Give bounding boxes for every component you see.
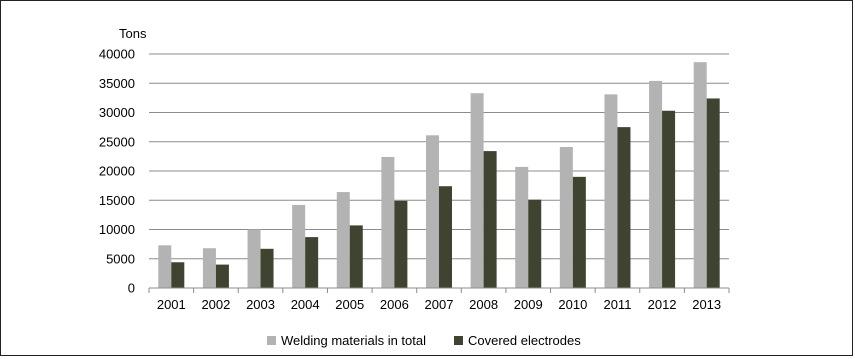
bar-covered-electrodes-2006: [394, 200, 408, 288]
x-tick-label: 2009: [514, 297, 543, 312]
x-tick-label: 2002: [201, 297, 230, 312]
bar-covered-electrodes-2008: [483, 151, 497, 288]
x-tick-label: 2007: [425, 297, 454, 312]
bar-covered-electrodes-2010: [572, 176, 586, 288]
bar-covered-electrodes-2004: [305, 237, 319, 288]
bar-welding-total-2004: [292, 204, 306, 288]
bar-covered-electrodes-2013: [706, 98, 720, 289]
legend: Welding materials in total Covered electr…: [267, 333, 581, 348]
y-tick-label: 25000: [99, 134, 135, 149]
y-axis-title: Tons: [119, 26, 147, 41]
y-axis-ticks: 0 5000 10000 15000 20000 25000 30000 35000 40000: [99, 47, 135, 296]
bar-covered-electrodes-2001: [171, 262, 185, 288]
x-tick-label: 2008: [469, 297, 498, 312]
bar-covered-electrodes-2011: [617, 127, 631, 288]
bar-welding-total-2006: [381, 156, 395, 288]
bar-welding-total-2011: [604, 94, 618, 289]
y-tick-label: 40000: [99, 47, 135, 62]
y-tick-label: 5000: [106, 251, 135, 266]
bars: [158, 62, 720, 289]
bar-covered-electrodes-2005: [349, 225, 363, 288]
bar-covered-electrodes-2009: [528, 199, 542, 288]
y-tick-label: 35000: [99, 76, 135, 91]
bar-welding-total-2009: [515, 166, 529, 288]
legend-swatch: [454, 336, 463, 345]
legend-label: Covered electrodes: [468, 333, 581, 348]
bar-welding-total-2013: [693, 62, 707, 288]
x-tick-label: 2001: [157, 297, 186, 312]
bar-covered-electrodes-2003: [260, 248, 274, 288]
bar-welding-total-2007: [426, 135, 439, 288]
x-axis-ticks: 2001 2002 2003 2004 2005 2006 2007 2008 2009 2010…: [148, 288, 730, 312]
x-tick-label: 2003: [246, 297, 275, 312]
x-tick-label: 2005: [335, 297, 364, 312]
legend-label: Welding materials in total: [281, 333, 426, 348]
x-tick-label: 2013: [692, 297, 721, 312]
legend-swatch: [267, 336, 276, 345]
x-tick-label: 2012: [648, 297, 677, 312]
y-tick-label: 20000: [99, 164, 135, 179]
bar-covered-electrodes-2002: [215, 264, 229, 288]
y-tick-label: 30000: [99, 105, 135, 120]
bar-welding-total-2001: [158, 245, 172, 288]
bar-welding-total-2010: [559, 147, 573, 288]
bar-welding-total-2003: [247, 229, 261, 288]
bar-welding-total-2008: [470, 93, 484, 288]
x-tick-label: 2010: [558, 297, 587, 312]
bar-covered-electrodes-2007: [439, 186, 452, 288]
x-tick-label: 2006: [380, 297, 409, 312]
bar-covered-electrodes-2012: [662, 110, 676, 289]
bar-welding-total-2002: [202, 248, 216, 288]
x-tick-label: 2004: [291, 297, 320, 312]
bar-welding-total-2005: [336, 192, 350, 288]
y-tick-label: 0: [128, 281, 135, 296]
x-tick-label: 2011: [603, 297, 631, 312]
bar-welding-total-2012: [649, 80, 663, 288]
y-tick-label: 15000: [99, 193, 135, 208]
y-tick-label: 10000: [99, 222, 135, 237]
